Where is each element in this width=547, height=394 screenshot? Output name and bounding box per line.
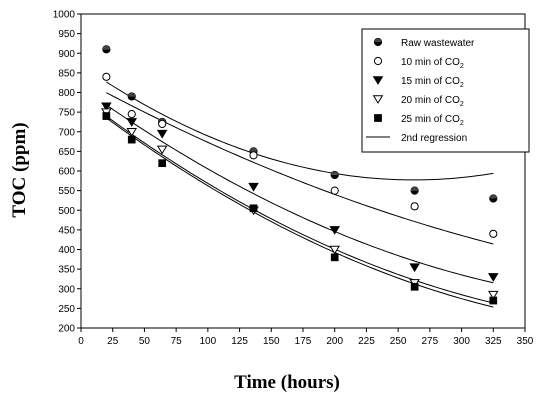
data-point-series-4 [126, 127, 138, 137]
legend-box [361, 28, 530, 153]
y-tick-label: 350 [58, 265, 75, 276]
regression-curve-series-5 [106, 117, 494, 308]
marker-fill [331, 171, 339, 175]
x-tick-label: 0 [78, 336, 84, 347]
y-tick-label: 500 [58, 206, 75, 217]
data-point-series-5 [330, 253, 339, 262]
regression-curve-series-3 [106, 104, 494, 284]
data-point-series-2 [102, 72, 111, 81]
marker-fill [411, 190, 419, 195]
x-tick-label: 300 [453, 336, 470, 347]
regression-curves [106, 81, 494, 308]
data-point-series-3 [101, 102, 112, 112]
marker-fill [374, 38, 382, 42]
y-tick-label: 450 [58, 225, 75, 236]
y-tick-label: 850 [58, 68, 75, 79]
legend-marker-series-1 [373, 37, 383, 47]
data-point-series-3 [329, 226, 341, 235]
y-tick-label: 950 [58, 29, 75, 40]
legend-label-series-2: 10 min of CO2 [401, 57, 464, 70]
legend-label-series-3: 15 min of CO2 [401, 76, 464, 89]
x-tick-label: 25 [107, 336, 119, 347]
x-tick-label: 200 [326, 336, 343, 347]
x-tick-label: 275 [422, 336, 439, 347]
x-tick-label: 175 [295, 336, 312, 347]
data-point-series-5 [127, 135, 136, 144]
x-tick-label: 150 [263, 336, 280, 347]
data-point-series-1 [102, 45, 111, 54]
marker-fill [374, 42, 382, 46]
y-tick-label: 700 [58, 127, 75, 138]
y-tick-label: 400 [58, 245, 75, 256]
y-tick-label: 200 [58, 324, 75, 335]
legend-label-series-4: 20 min of CO2 [401, 95, 464, 108]
y-tick-label: 650 [58, 147, 75, 158]
data-point-series-2 [158, 119, 167, 129]
data-point-series-4 [329, 245, 341, 255]
legend: Raw wastewater 10 min of CO2 15 min of CO2… [361, 28, 530, 153]
y-tick-label: 900 [58, 49, 75, 60]
legend-marker-series-5 [374, 114, 382, 122]
data-point-series-1 [410, 186, 419, 195]
marker-fill [489, 194, 497, 199]
data-point-series-1 [127, 92, 136, 101]
legend-marker-series-4 [372, 95, 384, 104]
legend-label-series-1: Raw wastewater [401, 38, 475, 49]
y-tick-label: 800 [58, 88, 75, 99]
data-point-series-1 [489, 194, 498, 203]
x-tick-label: 325 [485, 336, 502, 347]
data-point-series-2 [489, 229, 498, 238]
data-point-series-2 [127, 109, 136, 119]
x-tick-label: 125 [231, 336, 248, 347]
regression-curve-series-4 [106, 115, 494, 304]
marker-fill [102, 45, 110, 50]
y-axis-title: TOC (ppm) [9, 122, 30, 217]
data-point-series-5 [158, 159, 167, 168]
x-tick-label: 100 [200, 336, 217, 347]
y-tick-label: 250 [58, 304, 75, 315]
marker-fill [249, 147, 258, 152]
data-point-series-2 [249, 151, 258, 160]
marker-fill [331, 174, 339, 179]
y-tick-label: 300 [58, 284, 75, 295]
y-tick-label: 1000 [53, 10, 76, 21]
data-point-series-4 [156, 145, 168, 155]
marker-fill [128, 96, 136, 101]
x-tick-label: 75 [171, 336, 183, 347]
marker-fill [128, 92, 136, 97]
data-point-series-2 [330, 186, 339, 195]
legend-marker-series-2 [373, 56, 383, 66]
legend-label-series-5: 25 min of CO2 [401, 114, 464, 127]
marker-fill [489, 198, 497, 203]
x-tick-label: 225 [358, 336, 375, 347]
y-tick-label: 550 [58, 186, 75, 197]
data-point-series-3 [126, 118, 138, 127]
data-point-series-5 [102, 112, 111, 120]
y-tick-label: 600 [58, 167, 75, 178]
x-tick-label: 250 [390, 336, 407, 347]
data-point-series-3 [248, 182, 259, 192]
x-tick-label: 350 [517, 336, 534, 347]
data-point-series-3 [487, 273, 499, 282]
regression-curve-series-2 [106, 92, 494, 245]
x-axis-title: Time (hours) [234, 372, 340, 393]
x-tick-label: 50 [139, 336, 151, 347]
data-point-series-4 [487, 290, 499, 300]
data-points [101, 45, 499, 305]
axes: 0 25 50 75 100 125 150 175 200 225 250 275 300 325 350… [53, 10, 534, 348]
regression-curve-series-1 [106, 81, 494, 181]
data-point-series-5 [249, 204, 258, 213]
data-point-series-2 [410, 202, 419, 211]
data-point-series-3 [156, 129, 168, 139]
data-point-series-3 [409, 263, 420, 273]
marker-fill [102, 49, 110, 53]
legend-marker-series-3 [372, 76, 384, 85]
data-point-series-5 [489, 296, 498, 305]
marker-fill [411, 187, 419, 191]
y-tick-label: 750 [58, 108, 75, 119]
data-point-series-5 [410, 282, 419, 291]
data-point-series-1 [330, 170, 339, 180]
legend-label-regression: 2nd regression [401, 133, 467, 144]
